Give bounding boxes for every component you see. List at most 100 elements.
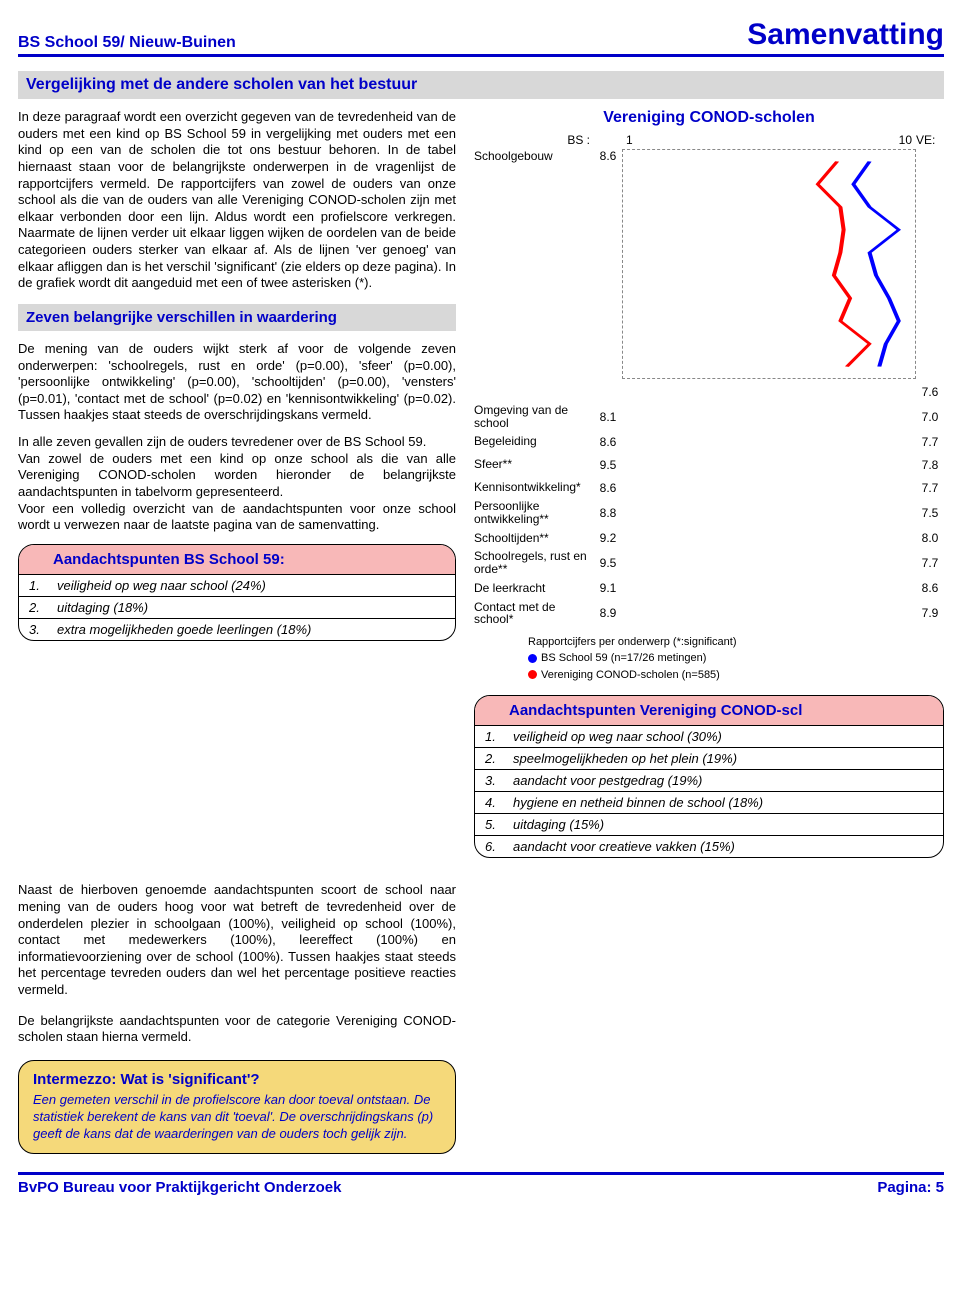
chart-row-bs: 8.6 bbox=[594, 149, 622, 163]
chart-row-label: Schooltijden** bbox=[474, 532, 594, 545]
table-row: 3.extra mogelijkheden goede leerlingen (… bbox=[19, 618, 455, 640]
spacer bbox=[622, 431, 916, 452]
table-row: 5.uitdaging (15%) bbox=[475, 814, 943, 836]
chart-svg bbox=[623, 150, 915, 378]
table-row: 2.speelmogelijkheden op het plein (19%) bbox=[475, 748, 943, 770]
chart-axis-max: 10 bbox=[899, 133, 912, 147]
chart-row-ve: 7.5 bbox=[916, 506, 944, 520]
attention-box-left: Aandachtspunten BS School 59: 1.veilighe… bbox=[18, 544, 456, 641]
table-row: 3.aandacht voor pestgedrag (19%) bbox=[475, 770, 943, 792]
intermezzo-box: Intermezzo: Wat is 'significant'? Een ge… bbox=[18, 1060, 456, 1154]
para-bottom-1: Naast de hierboven genoemde aandachtspun… bbox=[18, 882, 456, 998]
chart-row-ve: 8.6 bbox=[916, 581, 944, 595]
two-columns: In deze paragraaf wordt een overzicht ge… bbox=[18, 109, 944, 868]
row-text: uitdaging (18%) bbox=[49, 596, 455, 618]
chart-grid: BS : 1 10 VE: bbox=[474, 133, 944, 626]
chart-row-bs: 8.6 bbox=[594, 435, 622, 449]
row-num: 5. bbox=[475, 814, 505, 836]
chart-row-label: Kennisontwikkeling* bbox=[474, 481, 594, 494]
para4: In alle zeven gevallen zijn de ouders te… bbox=[18, 434, 456, 451]
row-text: extra mogelijkheden goede leerlingen (18… bbox=[49, 618, 455, 640]
table-row: 2.uitdaging (18%) bbox=[19, 596, 455, 618]
right-column: Vereniging CONOD-scholen BS : 1 10 VE: bbox=[474, 109, 944, 868]
legend-bs: BS School 59 (n=17/26 metingen) bbox=[528, 650, 944, 667]
table-row: 6.aandacht voor creatieve vakken (15%) bbox=[475, 836, 943, 858]
spacer bbox=[622, 502, 916, 523]
profile-line-ve bbox=[818, 161, 870, 366]
chart-row-label: Begeleiding bbox=[474, 435, 594, 448]
chart-row-bs: 9.1 bbox=[594, 581, 622, 595]
row-num: 3. bbox=[19, 618, 49, 640]
row-text: aandacht voor pestgedrag (19%) bbox=[505, 770, 943, 792]
chart-row-ve: 7.7 bbox=[916, 435, 944, 449]
section-title: Vergelijking met de andere scholen van h… bbox=[18, 71, 944, 99]
chart-row-bs: 9.5 bbox=[594, 556, 622, 570]
chart-plot-area bbox=[622, 149, 916, 379]
table-row: 1.veiligheid op weg naar school (30%) bbox=[475, 726, 943, 748]
spacer bbox=[622, 477, 916, 498]
chart-row-bs: 8.1 bbox=[594, 410, 622, 424]
chart-row-label: Persoonlijke ontwikkeling** bbox=[474, 500, 594, 525]
chart-row-label: Sfeer** bbox=[474, 458, 594, 471]
row-num: 1. bbox=[19, 575, 49, 597]
para3: De mening van de ouders wijkt sterk af v… bbox=[18, 341, 456, 424]
left-column: In deze paragraaf wordt een overzicht ge… bbox=[18, 109, 456, 868]
chart-row-label: Omgeving van de school bbox=[474, 404, 594, 429]
para6: Voor een volledig overzicht van de aanda… bbox=[18, 501, 456, 534]
attention-left-title: Aandachtspunten BS School 59: bbox=[19, 545, 455, 575]
row-num: 2. bbox=[475, 748, 505, 770]
chart-axis-min: 1 bbox=[626, 133, 633, 147]
intermezzo-body: Een gemeten verschil in de profielscore … bbox=[33, 1092, 441, 1143]
chart-axis-ve-label: VE: bbox=[916, 133, 944, 147]
attention-right-list: 1.veiligheid op weg naar school (30%) 2.… bbox=[475, 726, 943, 857]
intermezzo-title: Intermezzo: Wat is 'significant'? bbox=[33, 1071, 441, 1088]
chart-row-bs: 9.5 bbox=[594, 458, 622, 472]
spacer bbox=[622, 454, 916, 475]
chart-row-bs: 9.2 bbox=[594, 531, 622, 545]
table-row: 1.veiligheid op weg naar school (24%) bbox=[19, 575, 455, 597]
legend-dot-ve bbox=[528, 670, 537, 679]
attention-box-right: Aandachtspunten Vereniging CONOD-scl 1.v… bbox=[474, 695, 944, 858]
chart-row-label: Schoolregels, rust en orde** bbox=[474, 550, 594, 575]
chart-row-label: Contact met de school* bbox=[474, 601, 594, 626]
spacer bbox=[622, 552, 916, 573]
row-num: 1. bbox=[475, 726, 505, 748]
chart-row-ve: 8.0 bbox=[916, 531, 944, 545]
chart-row-ve: 7.6 bbox=[916, 385, 944, 399]
footer-right: Pagina: 5 bbox=[877, 1179, 944, 1196]
para5: Van zowel de ouders met een kind op onze… bbox=[18, 451, 456, 501]
footer-left: BvPO Bureau voor Praktijkgericht Onderzo… bbox=[18, 1179, 341, 1196]
chart-row-ve: 7.8 bbox=[916, 458, 944, 472]
para-intro: In deze paragraaf wordt een overzicht ge… bbox=[18, 109, 456, 292]
legend-dot-bs bbox=[528, 654, 537, 663]
row-num: 3. bbox=[475, 770, 505, 792]
legend-ve-text: Vereniging CONOD-scholen (n=585) bbox=[541, 669, 720, 681]
chart-title: Vereniging CONOD-scholen bbox=[474, 109, 944, 127]
spacer bbox=[622, 381, 916, 402]
chart-row-bs: 8.8 bbox=[594, 506, 622, 520]
row-text: uitdaging (15%) bbox=[505, 814, 943, 836]
chart-row-bs: 8.6 bbox=[594, 481, 622, 495]
chart-row-ve: 7.7 bbox=[916, 556, 944, 570]
header-left: BS School 59/ Nieuw-Buinen bbox=[18, 34, 236, 52]
legend-bs-text: BS School 59 (n=17/26 metingen) bbox=[541, 652, 706, 664]
chart-row-label: Schoolgebouw bbox=[474, 150, 594, 163]
attention-left-list: 1.veiligheid op weg naar school (24%) 2.… bbox=[19, 575, 455, 640]
row-text: veiligheid op weg naar school (30%) bbox=[505, 726, 943, 748]
row-num: 2. bbox=[19, 596, 49, 618]
chart-row-ve: 7.7 bbox=[916, 481, 944, 495]
page-footer: BvPO Bureau voor Praktijkgericht Onderzo… bbox=[18, 1172, 944, 1196]
spacer bbox=[622, 578, 916, 599]
header-right: Samenvatting bbox=[747, 18, 944, 52]
table-row: 4.hygiene en netheid binnen de school (1… bbox=[475, 792, 943, 814]
row-num: 4. bbox=[475, 792, 505, 814]
row-num: 6. bbox=[475, 836, 505, 858]
page-header: BS School 59/ Nieuw-Buinen Samenvatting bbox=[18, 18, 944, 57]
para2-text: In de tabel hiernaast staan voor de bela… bbox=[18, 142, 456, 290]
chart-row-ve: 7.0 bbox=[916, 410, 944, 424]
legend-ve: Vereniging CONOD-scholen (n=585) bbox=[528, 667, 944, 684]
chart-axis-scale: 1 10 bbox=[622, 133, 916, 147]
row-text: hygiene en netheid binnen de school (18%… bbox=[505, 792, 943, 814]
spacer bbox=[622, 603, 916, 624]
para-bottom-2: De belangrijkste aandachtspunten voor de… bbox=[18, 1013, 456, 1046]
